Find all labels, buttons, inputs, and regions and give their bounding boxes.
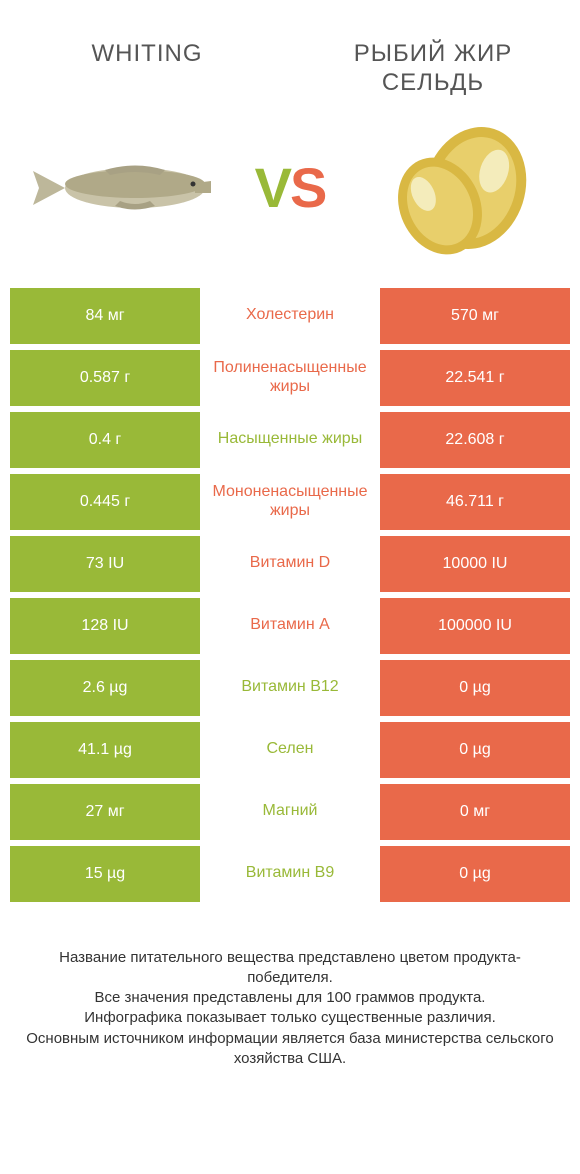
image-left (20, 118, 220, 258)
footer-line-1: Название питательного вещества представл… (20, 948, 560, 989)
cell-mid: Мононенасыщенные жиры (200, 474, 380, 530)
images-row: VS (0, 108, 580, 288)
cell-mid: Витамин A (200, 598, 380, 654)
cell-mid: Магний (200, 784, 380, 840)
cell-left: 128 IU (10, 598, 200, 654)
table-row: 73 IUВитамин D10000 IU (10, 536, 570, 592)
cell-left: 84 мг (10, 288, 200, 344)
footer-line-3: Инфографика показывает только существенн… (20, 1008, 560, 1028)
table-row: 41.1 µgСелен0 µg (10, 722, 570, 778)
cell-left: 73 IU (10, 536, 200, 592)
cell-left: 15 µg (10, 846, 200, 902)
cell-right: 570 мг (380, 288, 570, 344)
table-row: 0.4 гНасыщенные жиры22.608 г (10, 412, 570, 468)
footer-line-4: Основным источником информации является … (20, 1029, 560, 1070)
header: WHITING РЫБИЙ ЖИР СЕЛЬДЬ (0, 0, 580, 108)
cell-right: 46.711 г (380, 474, 570, 530)
cell-right: 22.608 г (380, 412, 570, 468)
cell-right: 0 µg (380, 722, 570, 778)
vs-s: S (290, 156, 325, 219)
cell-mid: Полиненасыщенные жиры (200, 350, 380, 406)
fish-icon (25, 143, 215, 233)
cell-mid: Селен (200, 722, 380, 778)
cell-mid: Витамин B9 (200, 846, 380, 902)
title-right: РЫБИЙ ЖИР СЕЛЬДЬ (316, 40, 550, 98)
cell-left: 41.1 µg (10, 722, 200, 778)
cell-right: 0 µg (380, 846, 570, 902)
capsule-icon (380, 118, 540, 258)
table-row: 15 µgВитамин B90 µg (10, 846, 570, 902)
cell-mid: Витамин B12 (200, 660, 380, 716)
cell-right: 10000 IU (380, 536, 570, 592)
cell-left: 27 мг (10, 784, 200, 840)
cell-mid: Холестерин (200, 288, 380, 344)
cell-left: 0.587 г (10, 350, 200, 406)
table-row: 27 мгМагний0 мг (10, 784, 570, 840)
table-row: 84 мгХолестерин570 мг (10, 288, 570, 344)
cell-right: 0 мг (380, 784, 570, 840)
cell-right: 100000 IU (380, 598, 570, 654)
cell-mid: Насыщенные жиры (200, 412, 380, 468)
footer: Название питательного вещества представл… (0, 908, 580, 1070)
image-right (360, 118, 560, 258)
table-row: 128 IUВитамин A100000 IU (10, 598, 570, 654)
cell-right: 22.541 г (380, 350, 570, 406)
footer-line-2: Все значения представлены для 100 граммо… (20, 988, 560, 1008)
cell-mid: Витамин D (200, 536, 380, 592)
vs-label: VS (255, 155, 326, 220)
table-row: 2.6 µgВитамин B120 µg (10, 660, 570, 716)
table-row: 0.445 гМононенасыщенные жиры46.711 г (10, 474, 570, 530)
cell-left: 0.4 г (10, 412, 200, 468)
cell-left: 2.6 µg (10, 660, 200, 716)
table-row: 0.587 гПолиненасыщенные жиры22.541 г (10, 350, 570, 406)
cell-right: 0 µg (380, 660, 570, 716)
title-left: WHITING (30, 40, 264, 68)
cell-left: 0.445 г (10, 474, 200, 530)
vs-v: V (255, 156, 290, 219)
comparison-table: 84 мгХолестерин570 мг 0.587 гПолиненасыще… (10, 288, 570, 902)
